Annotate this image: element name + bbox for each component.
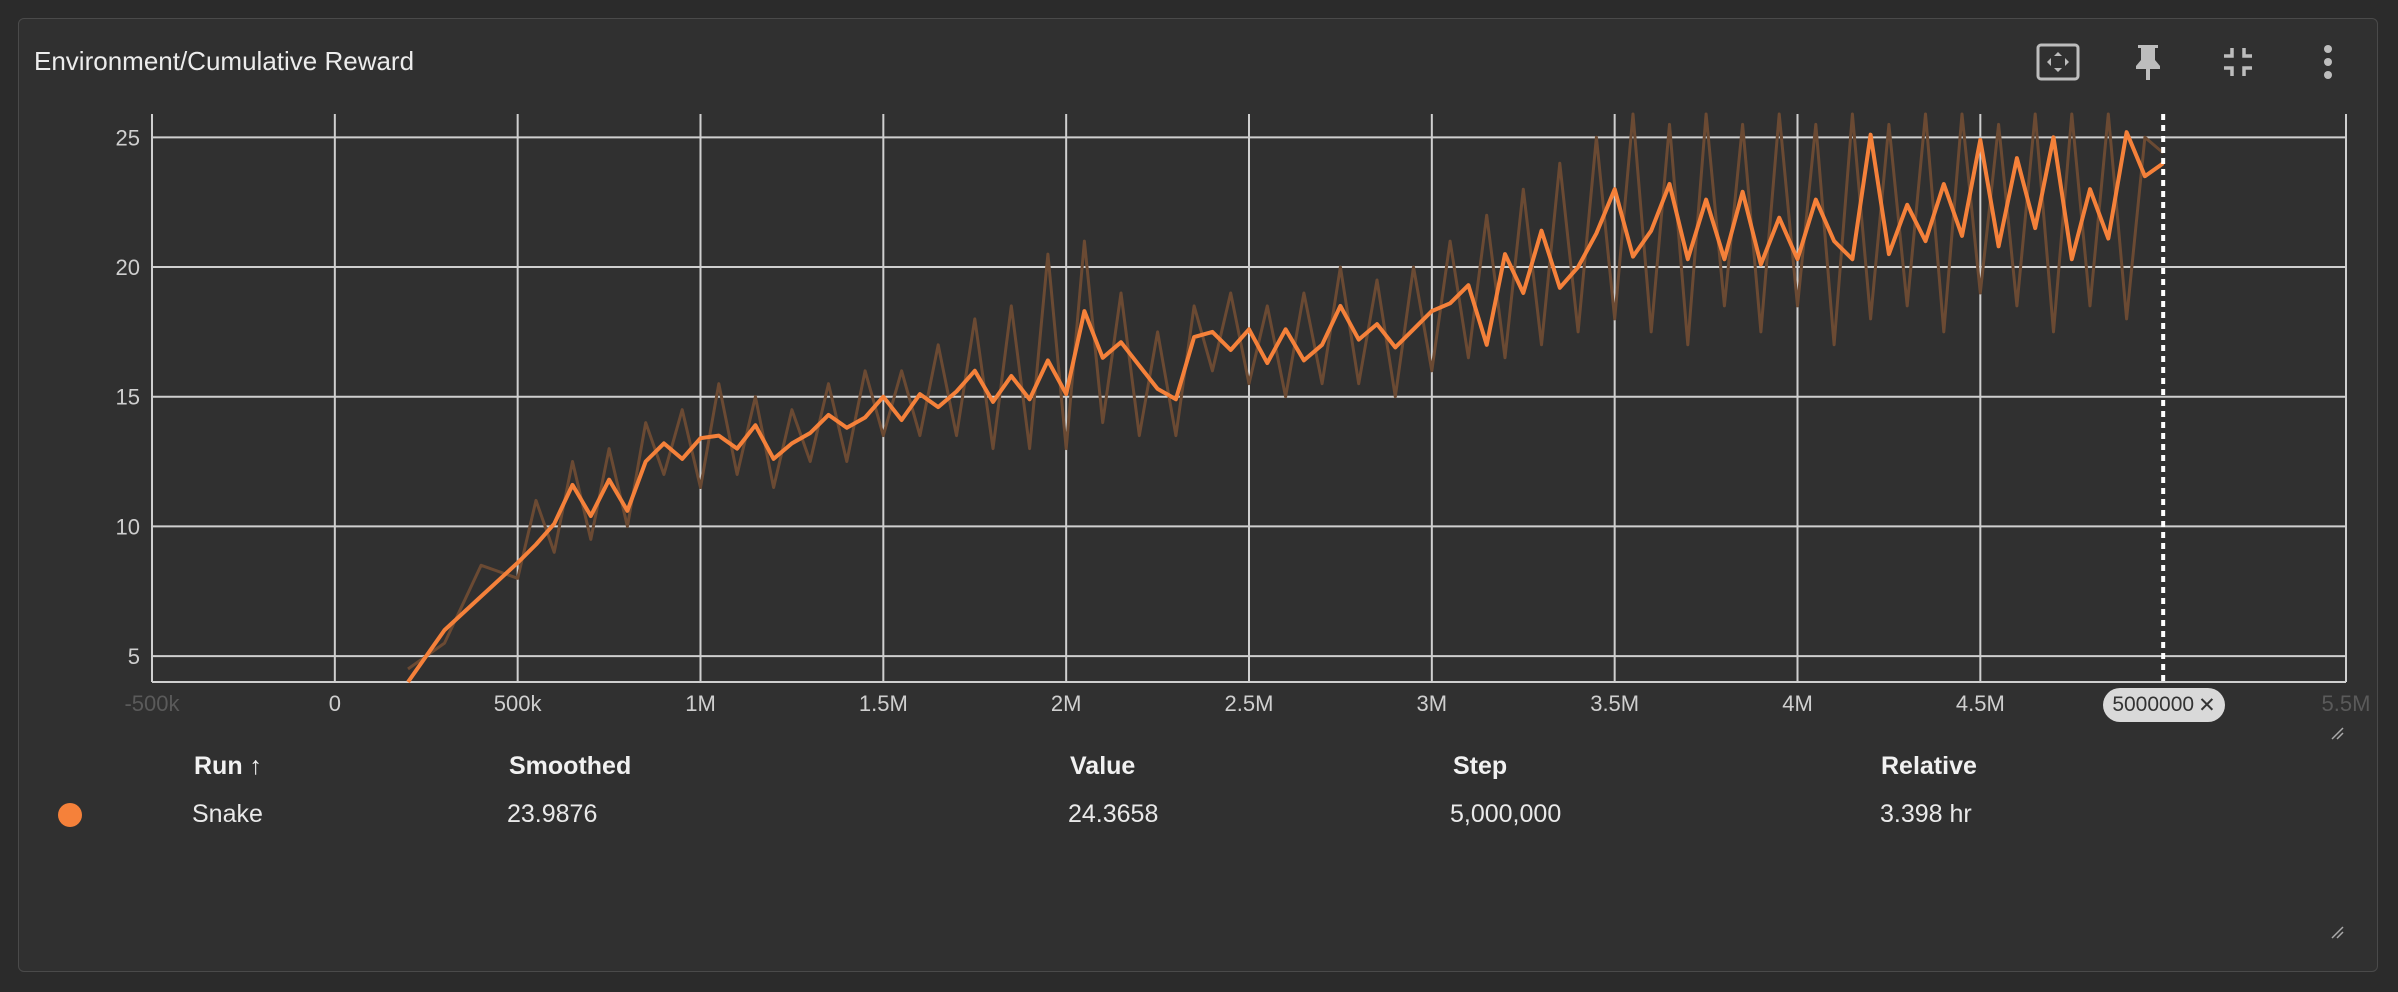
collapse-icon: [2224, 48, 2252, 76]
pin-button[interactable]: [2126, 40, 2170, 84]
smoothed-line: [406, 130, 2165, 684]
x-tick-label: -500k: [124, 691, 180, 716]
legend-header-relative: Relative: [1881, 752, 1977, 780]
pin-icon: [2136, 45, 2160, 80]
step-chip-label: 5000000: [2112, 693, 2195, 716]
y-tick-label: 10: [116, 514, 140, 539]
close-icon[interactable]: ✕: [2198, 693, 2216, 717]
legend-header-value: Value: [1070, 752, 1136, 780]
y-tick-label: 25: [116, 125, 140, 150]
card-resize-handle[interactable]: [2330, 925, 2344, 939]
run-color-dot: [58, 803, 82, 827]
x-tick-label: 4.5M: [1956, 691, 2005, 716]
y-tick-label: 15: [116, 385, 140, 410]
x-tick-label: 500k: [494, 691, 543, 716]
raw-series: [407, 112, 2165, 671]
x-tick-label: 1.5M: [859, 691, 908, 716]
legend-relative-value: 3.398 hr: [1880, 800, 1972, 828]
step-chip[interactable]: 5000000 ✕: [2103, 688, 2225, 722]
x-tick-label: 3M: [1417, 691, 1448, 716]
legend-header-run[interactable]: Run ↑: [194, 752, 263, 780]
more-vert-icon: [2324, 45, 2332, 79]
x-tick-label: 5.5M: [2322, 691, 2371, 716]
fit-domain-button[interactable]: [2036, 40, 2080, 84]
x-tick-label: 1M: [685, 691, 716, 716]
card-toolbar: [2036, 40, 2350, 84]
y-axis-ticks: 5 10 15 20 25: [116, 125, 140, 669]
y-tick-label: 20: [116, 255, 140, 280]
x-tick-label: 2M: [1051, 691, 1082, 716]
legend-raw-value: 24.3658: [1068, 800, 1159, 828]
x-tick-label: 4M: [1782, 691, 1813, 716]
legend-run-name: Snake: [192, 800, 263, 828]
x-tick-label: 0: [329, 691, 341, 716]
raw-line: [407, 112, 2165, 671]
y-tick-label: 5: [128, 644, 140, 669]
legend-header-smoothed: Smoothed: [509, 752, 632, 780]
collapse-button[interactable]: [2216, 40, 2260, 84]
smoothed-series: [406, 130, 2165, 684]
more-menu-button[interactable]: [2306, 40, 2350, 84]
legend-smoothed-value: 23.9876: [507, 800, 598, 828]
legend-step-value: 5,000,000: [1450, 800, 1562, 828]
card-title: Environment/Cumulative Reward: [34, 46, 415, 76]
x-tick-label: 2.5M: [1225, 691, 1274, 716]
x-tick-label: 3.5M: [1590, 691, 1639, 716]
legend-header-step: Step: [1453, 752, 1508, 780]
grid: [151, 114, 2347, 683]
chart-resize-handle[interactable]: [2330, 726, 2344, 740]
x-axis-ticks: -500k 0 500k 1M 1.5M 2M 2.5M 3M 3.5M 4M 4.5M 5.5M: [124, 691, 2370, 716]
fit-domain-icon: [2036, 43, 2080, 81]
